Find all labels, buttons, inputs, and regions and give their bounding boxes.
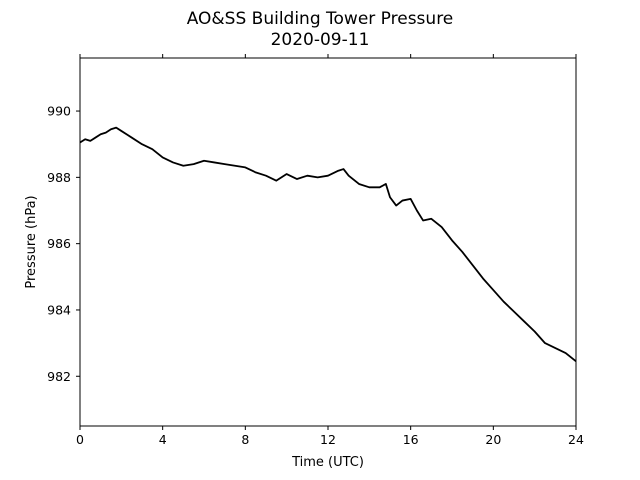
y-tick-label: 982 [47,369,71,384]
x-tick-label: 12 [320,432,336,447]
x-tick-label: 0 [76,432,84,447]
x-tick-label: 4 [159,432,167,447]
x-tick-label: 16 [403,432,419,447]
x-tick-label: 20 [485,432,501,447]
chart-subtitle: 2020-09-11 [271,30,370,50]
x-axis-label: Time (UTC) [291,455,364,470]
x-tick-label: 8 [241,432,249,447]
y-tick-label: 986 [47,236,71,251]
y-tick-label: 984 [47,302,71,317]
y-tick-label: 988 [47,170,71,185]
pressure-series-line [79,126,577,363]
y-axis-label: Pressure (hPa) [24,195,39,288]
series-layer [79,126,577,363]
chart-title: AO&SS Building Tower Pressure [187,9,454,29]
axis-ticks: 0 4 8 12 16 20 24 982 984 986 988 990 [47,54,584,447]
plot-area-frame [79,57,577,427]
y-tick-label: 990 [47,104,71,119]
x-tick-label: 24 [568,432,584,447]
